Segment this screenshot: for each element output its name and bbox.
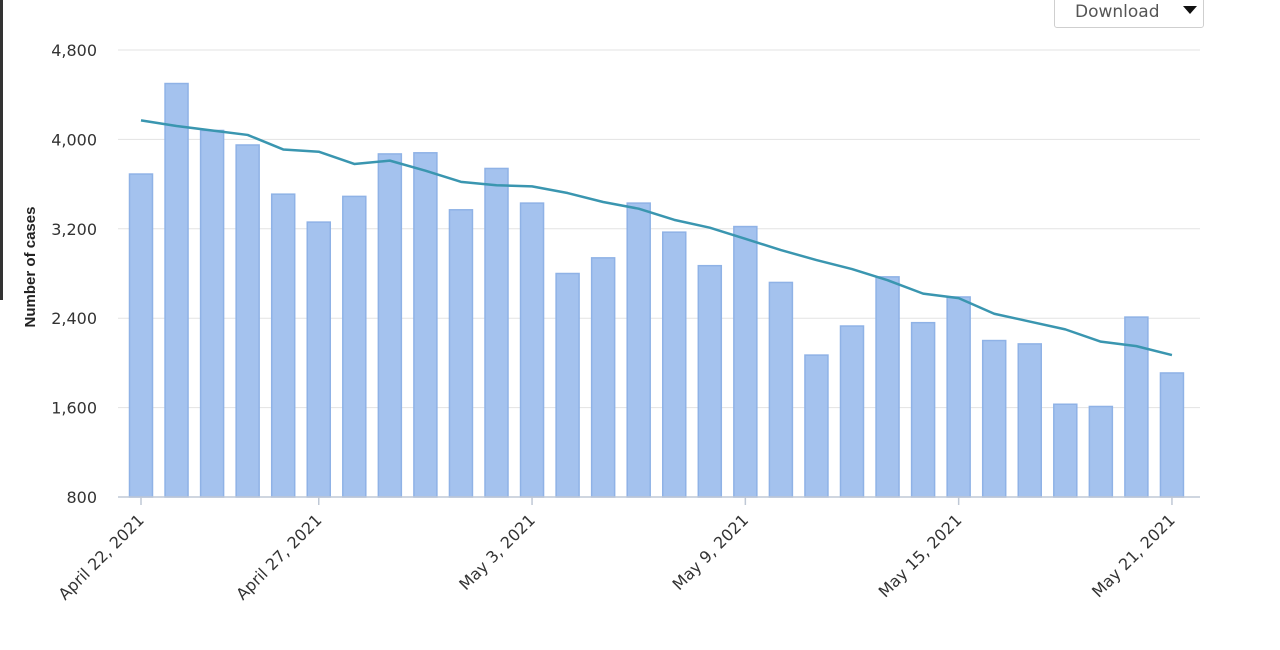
bar	[413, 152, 438, 498]
bar	[626, 202, 651, 498]
bar	[128, 173, 154, 498]
y-tick-label: 4,000	[51, 130, 97, 149]
y-axis-ticks: 800 1,600 2,400 3,200 4,000 4,800	[51, 41, 97, 507]
bar	[270, 193, 296, 498]
average-line	[140, 119, 1173, 357]
bar	[662, 231, 687, 498]
y-tick-label: 4,800	[51, 41, 97, 60]
bar	[839, 325, 865, 498]
bar	[235, 144, 260, 498]
x-tick-label: May 21, 2021	[1088, 510, 1179, 601]
bar	[875, 276, 900, 498]
bar	[164, 82, 189, 498]
window-edge	[0, 0, 3, 300]
x-tick-label: May 15, 2021	[875, 510, 966, 601]
bar	[1159, 372, 1185, 498]
y-tick-label: 800	[66, 488, 97, 507]
x-tick-label: May 9, 2021	[669, 510, 753, 594]
bar	[342, 195, 367, 498]
bar	[768, 281, 794, 498]
bar	[733, 225, 758, 498]
y-tick-label: 3,200	[51, 220, 97, 239]
bar	[590, 257, 616, 498]
x-axis-ticks: April 22, 2021 April 27, 2021 May 3, 2021 M…	[55, 497, 1179, 604]
bar	[1053, 403, 1078, 498]
bar	[555, 272, 580, 498]
average-line-path	[140, 119, 1173, 357]
bar	[804, 354, 829, 498]
x-tick-label: May 3, 2021	[455, 510, 539, 594]
bar	[1088, 405, 1114, 498]
bar	[519, 202, 545, 498]
bar	[377, 153, 403, 498]
bar	[946, 296, 971, 498]
bar	[697, 264, 723, 498]
x-tick-label: April 22, 2021	[55, 510, 148, 603]
bar	[199, 129, 225, 498]
grid-lines	[118, 49, 1200, 409]
bar	[306, 221, 331, 498]
bar	[484, 167, 509, 498]
caret-down-icon	[1183, 6, 1197, 14]
download-label: Download	[1075, 2, 1160, 22]
y-tick-label: 2,400	[51, 309, 97, 328]
x-tick-label: April 27, 2021	[232, 510, 325, 603]
bar	[448, 209, 474, 498]
download-button[interactable]: Download	[1054, 0, 1204, 28]
y-axis-label: Number of cases	[22, 207, 39, 328]
y-tick-label: 1,600	[51, 399, 97, 418]
bar	[1017, 343, 1042, 498]
bar	[981, 339, 1007, 498]
bar	[910, 321, 936, 498]
bars	[128, 82, 1185, 498]
